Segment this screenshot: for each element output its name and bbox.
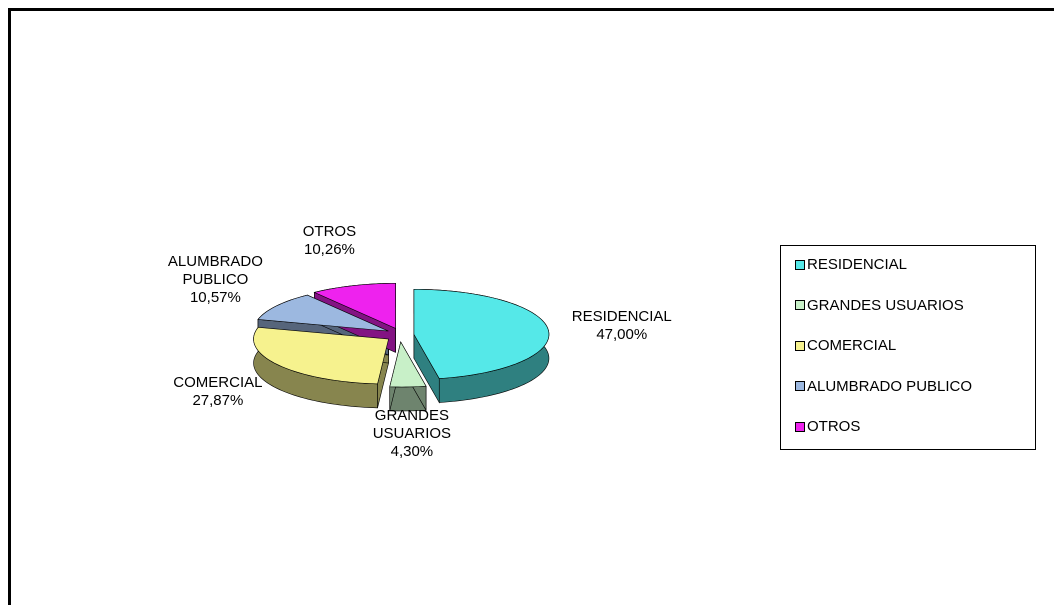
slice — [389, 341, 427, 388]
data-label-category: COMERCIAL — [173, 374, 263, 391]
chart-frame — [8, 8, 1054, 605]
slice — [253, 327, 389, 385]
data-label-value: 10,57% — [189, 288, 241, 306]
legend-swatch — [795, 421, 805, 432]
data-label-value: 10,26% — [304, 241, 355, 259]
data-label-category: OTROS — [302, 223, 357, 241]
data-label-category: GRANDES USUARIOS — [372, 406, 452, 442]
legend-swatch — [795, 300, 805, 310]
legend-item: RESIDENCIAL — [795, 256, 907, 273]
data-label: COMERCIAL 27,87% — [173, 374, 262, 410]
legend-label: RESIDENCIAL — [807, 256, 908, 273]
data-label-category: ALUMBRADO PUBLICO — [167, 252, 263, 288]
slice — [413, 289, 550, 379]
data-label: RESIDENCIAL 47,00% — [572, 308, 672, 344]
legend-item: GRANDES USUARIOS — [795, 297, 964, 314]
legend-label: GRANDES USUARIOS — [807, 296, 964, 314]
legend-item: OTROS — [795, 418, 860, 435]
legend-item: ALUMBRADO PUBLICO — [795, 378, 972, 395]
legend-label: COMERCIAL — [807, 337, 897, 354]
legend-swatch — [795, 381, 805, 391]
slice — [257, 294, 389, 332]
legend: RESIDENCIAL GRANDES USUARIOS COMERCIAL ALUM… — [780, 245, 1036, 450]
data-label-category: RESIDENCIAL — [571, 307, 672, 325]
legend-label: ALUMBRADO PUBLICO — [807, 377, 973, 395]
data-label-value: 47,00% — [596, 325, 648, 343]
data-label-value: 27,87% — [192, 392, 244, 409]
data-label: OTROS 10,26% — [303, 223, 356, 259]
legend-label: OTROS — [807, 418, 861, 435]
slice — [313, 283, 396, 329]
legend-item: COMERCIAL — [795, 337, 896, 354]
data-label-value: 4,30% — [390, 442, 434, 460]
data-label: GRANDES USUARIOS 4,30% — [362, 407, 462, 461]
legend-swatch — [795, 340, 805, 351]
legend-swatch — [795, 259, 805, 270]
data-label: ALUMBRADO PUBLICO 10,57% — [165, 253, 265, 307]
